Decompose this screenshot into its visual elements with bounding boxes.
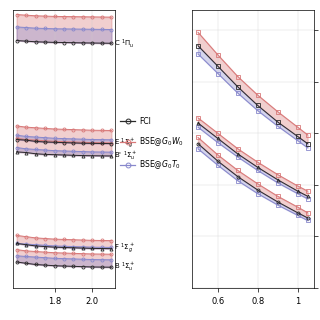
Text: B $^1\Sigma_u^+$: B $^1\Sigma_u^+$ (114, 260, 136, 274)
Text: C $^1\Pi_u$: C $^1\Pi_u$ (114, 37, 135, 50)
Text: B' $^1\Sigma_u^+$: B' $^1\Sigma_u^+$ (114, 149, 138, 163)
Text: F $^1\Sigma_g^+$: F $^1\Sigma_g^+$ (114, 241, 135, 256)
Text: E $^1\Sigma_g^+$: E $^1\Sigma_g^+$ (114, 136, 135, 151)
Legend: FCI, BSE@$G_0W_0$, BSE@$G_0T_0$: FCI, BSE@$G_0W_0$, BSE@$G_0T_0$ (120, 117, 184, 171)
